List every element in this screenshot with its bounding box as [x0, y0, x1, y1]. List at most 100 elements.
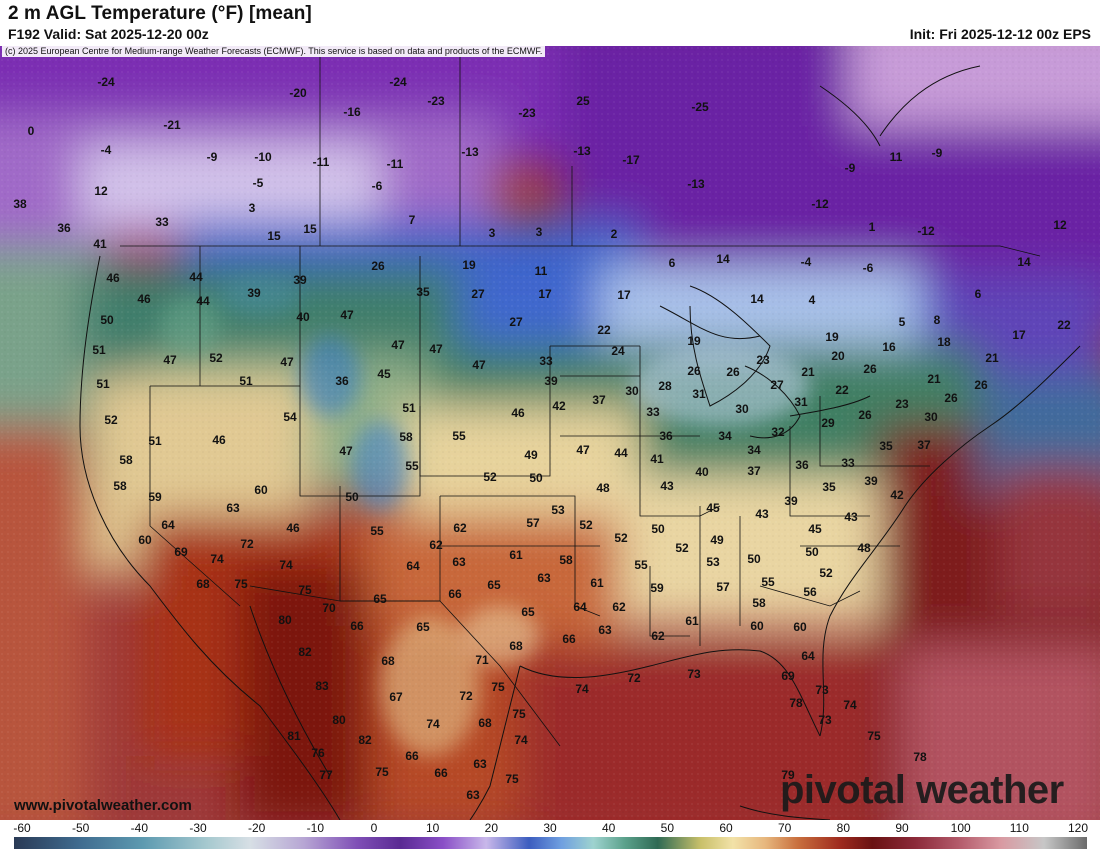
temperature-label: 15 [267, 229, 281, 243]
temperature-label: -11 [387, 157, 404, 171]
temperature-label: 45 [808, 522, 822, 536]
temperature-label: 50 [651, 522, 665, 536]
temperature-label: 37 [592, 393, 606, 407]
temperature-label: 46 [137, 292, 151, 306]
temperature-label: 30 [625, 384, 639, 398]
temperature-label: 50 [345, 490, 359, 504]
temperature-label: 55 [370, 524, 384, 538]
temperature-label: 1 [869, 220, 876, 234]
temperature-label: 28 [658, 379, 672, 393]
temperature-label: 55 [634, 558, 648, 572]
colorbar-tick: 110 [1009, 821, 1029, 835]
temperature-label: 19 [825, 330, 839, 344]
temperature-label: 50 [747, 552, 761, 566]
temperature-label: 26 [726, 365, 740, 379]
temperature-label: 44 [196, 294, 210, 308]
temperature-label: 59 [148, 490, 162, 504]
temperature-label: 52 [614, 531, 628, 545]
temperature-label: 47 [339, 444, 353, 458]
temperature-label: 25 [576, 94, 590, 108]
init-time: Init: Fri 2025-12-12 00z EPS [909, 26, 1091, 42]
temperature-label: 51 [239, 374, 253, 388]
temperature-label: 57 [716, 580, 730, 594]
header: 2 m AGL Temperature (°F) [mean] F192 Val… [0, 0, 1100, 46]
temperature-label: 52 [579, 518, 593, 532]
temperature-label: 75 [375, 765, 389, 779]
temperature-label: -9 [932, 146, 943, 160]
temperature-label: -17 [622, 153, 640, 167]
colorbar-tick: 10 [425, 821, 440, 835]
temperature-label: 42 [890, 488, 904, 502]
temperature-label: 48 [857, 541, 871, 555]
site-url[interactable]: www.pivotalweather.com [14, 797, 192, 814]
temperature-label: 26 [944, 391, 958, 405]
temperature-label: 36 [659, 429, 673, 443]
political-borders [120, 56, 1041, 747]
temperature-label: 47 [163, 353, 177, 367]
temperature-label: 40 [296, 310, 310, 324]
temperature-label: 78 [913, 750, 927, 764]
temperature-map[interactable]: -24 -20 -24 -23 -16 -23 25 -25 0 -21 -4 -9 -10 -11 -11… [0, 46, 1100, 820]
temperature-label: 63 [466, 788, 480, 802]
temperature-label: 21 [927, 372, 941, 386]
temperature-label: 30 [924, 410, 938, 424]
temperature-label: 65 [373, 592, 387, 606]
temperature-label: 33 [646, 405, 660, 419]
temperature-label: 37 [917, 438, 931, 452]
temperature-label: 75 [505, 772, 519, 786]
temperature-label: 65 [416, 620, 430, 634]
map-title: 2 m AGL Temperature (°F) [mean] [8, 3, 312, 24]
temperature-label: 76 [311, 746, 325, 760]
temperature-label: 39 [864, 474, 878, 488]
temperature-label: 0 [28, 124, 35, 138]
temperature-label: -24 [97, 75, 115, 89]
temperature-label: 50 [529, 471, 543, 485]
temperature-label: 73 [687, 667, 701, 681]
temperature-label: 68 [381, 654, 395, 668]
temperature-label: 39 [293, 273, 307, 287]
temperature-label: 44 [189, 270, 203, 284]
temperature-label: -12 [811, 197, 829, 211]
colorbar-tick: 60 [719, 821, 733, 835]
temperature-label: -4 [801, 255, 812, 269]
temperature-label: 53 [706, 555, 720, 569]
temperature-label: 15 [303, 222, 317, 236]
temperature-label: 35 [879, 439, 893, 453]
brand-logo: pivotal weather [780, 768, 1064, 812]
temperature-label: 65 [487, 578, 501, 592]
temperature-label: 49 [524, 448, 538, 462]
temperature-label: 18 [937, 335, 951, 349]
temperature-label: 44 [614, 446, 628, 460]
temperature-label: 59 [650, 581, 664, 595]
temperature-label: 46 [106, 271, 120, 285]
temperature-label: 51 [96, 377, 110, 391]
temperature-label: 81 [287, 729, 301, 743]
temperature-label: 60 [138, 533, 152, 547]
temperature-label: 50 [805, 545, 819, 559]
temperature-label: -13 [573, 144, 591, 158]
temperature-label: 37 [747, 464, 761, 478]
temperature-label: 14 [1017, 255, 1031, 269]
colorbar-tick: 0 [370, 821, 378, 835]
temperature-label: 52 [819, 566, 833, 580]
temperature-label: -9 [845, 161, 856, 175]
temperature-label: 17 [617, 288, 631, 302]
temperature-label: 62 [429, 538, 443, 552]
temperature-label: 66 [448, 587, 462, 601]
temperature-label: -6 [372, 179, 383, 193]
temperature-label: 80 [332, 713, 346, 727]
temperature-label: 68 [196, 577, 210, 591]
temperature-label: 30 [735, 402, 749, 416]
temperature-label: 63 [473, 757, 487, 771]
temperature-label: 52 [209, 351, 223, 365]
temperature-label: 34 [718, 429, 732, 443]
colorbar-ticks: -60 -50 -40 -30 -20 -10 0 10 20 30 40 50 60 70 80 90 100… [0, 820, 1100, 836]
temperature-label: 27 [509, 315, 523, 329]
temperature-label: 65 [521, 605, 535, 619]
temperature-label: 11 [535, 264, 548, 278]
temperature-label: 46 [286, 521, 300, 535]
temperature-label: 38 [13, 197, 27, 211]
temperature-label: 26 [858, 408, 872, 422]
temperature-label: 47 [391, 338, 405, 352]
